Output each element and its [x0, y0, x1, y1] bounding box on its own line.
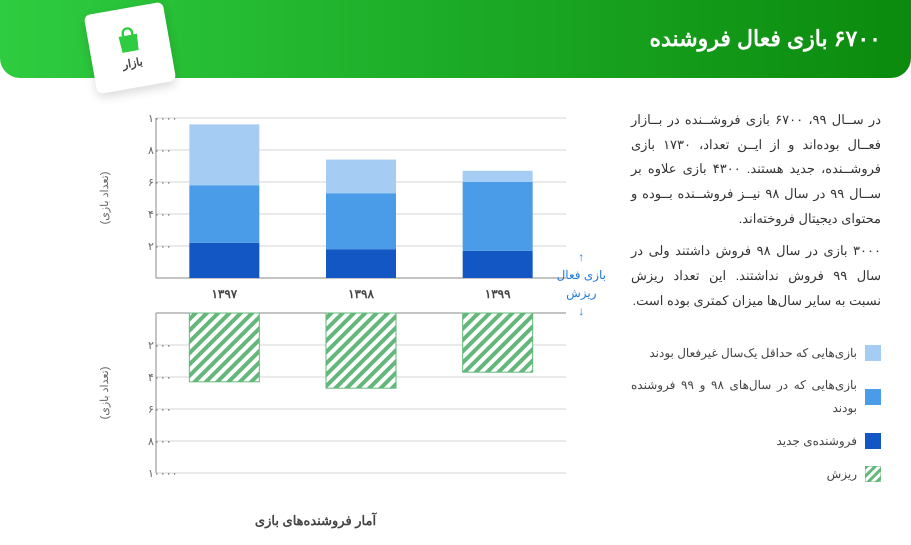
legend-item: بازی‌هایی که در سال‌های ۹۸ و ۹۹ فروشنده …	[631, 374, 881, 420]
svg-text:۴۰۰۰: ۴۰۰۰	[148, 372, 172, 384]
legend-label: ریزش	[827, 463, 857, 486]
legend-item: ریزش	[631, 463, 881, 486]
logo-text: بازار	[122, 55, 144, 71]
paragraph-2: ۳۰۰۰ بازی در سال ۹۸ فروش داشتند ولی در س…	[631, 239, 881, 313]
svg-text:۴۰۰۰: ۴۰۰۰	[148, 209, 172, 221]
legend-label: بازی‌هایی که در سال‌های ۹۸ و ۹۹ فروشنده …	[631, 374, 857, 420]
legend-swatch-icon	[865, 433, 881, 449]
content-area: در ســال ۹۹، ۶۷۰۰ بازی فروشــنده در بــا…	[0, 78, 911, 539]
active-label: بازی فعال	[557, 266, 606, 284]
svg-text:۱۳۹۸: ۱۳۹۸	[348, 287, 374, 301]
legend-item: فروشنده‌ی جدید	[631, 430, 881, 453]
legend-label: فروشنده‌ی جدید	[777, 430, 858, 453]
chart-column: ↑ بازی فعال ریزش ↓ ۲۰۰۰۴۰۰۰۶۰۰۰۸۰۰۰۱۰۰۰۰…	[30, 108, 601, 529]
down-arrow: ↓	[557, 302, 606, 320]
svg-text:(تعداد بازی): (تعداد بازی)	[99, 367, 111, 420]
page-header: ۶۷۰۰ بازی فعال فروشنده بازار	[0, 0, 911, 78]
legend-label: بازی‌هایی که حداقل یک‌سال غیرفعال بودند	[649, 342, 857, 365]
paragraph-1: در ســال ۹۹، ۶۷۰۰ بازی فروشــنده در بــا…	[631, 108, 881, 231]
svg-text:۸۰۰۰: ۸۰۰۰	[148, 145, 172, 157]
churn-label: ریزش	[557, 284, 606, 302]
svg-text:۶۰۰۰: ۶۰۰۰	[148, 177, 172, 189]
svg-text:۱۰۰۰۰: ۱۰۰۰۰	[148, 468, 178, 480]
logo-box: بازار	[84, 2, 177, 95]
svg-text:۱۳۹۷: ۱۳۹۷	[211, 287, 237, 301]
chart-title: آمار فروشنده‌های بازی	[30, 513, 601, 529]
chart-legend: بازی‌هایی که حداقل یک‌سال غیرفعال بودند ب…	[631, 342, 881, 486]
page-title: ۶۷۰۰ بازی فعال فروشنده	[649, 26, 881, 52]
svg-text:۲۰۰۰: ۲۰۰۰	[148, 241, 172, 253]
up-arrow: ↑	[557, 248, 606, 266]
legend-swatch-icon	[865, 389, 881, 405]
legend-swatch-icon	[865, 345, 881, 361]
svg-text:۱۳۹۹: ۱۳۹۹	[485, 287, 511, 301]
axis-direction-labels: ↑ بازی فعال ریزش ↓	[557, 248, 606, 320]
svg-text:۶۰۰۰: ۶۰۰۰	[148, 404, 172, 416]
stacked-bar-chart: ۲۰۰۰ ۴۰۰۰ ۶۰۰۰ ۸۰۰۰ ۱۰۰۰۰ ۲۰۰۰ ۴۰۰۰ ۶۰۰۰ ۸۰۰۰ ۱۰۰…	[81, 108, 601, 503]
svg-text:۸۰۰۰: ۸۰۰۰	[148, 436, 172, 448]
legend-swatch-icon	[865, 466, 881, 482]
shopping-bag-icon	[112, 24, 144, 56]
svg-text:۲۰۰۰: ۲۰۰۰	[148, 340, 172, 352]
svg-text:(تعداد بازی): (تعداد بازی)	[99, 172, 111, 225]
legend-item: بازی‌هایی که حداقل یک‌سال غیرفعال بودند	[631, 342, 881, 365]
svg-text:۱۰۰۰۰: ۱۰۰۰۰	[148, 113, 178, 125]
description-column: در ســال ۹۹، ۶۷۰۰ بازی فروشــنده در بــا…	[631, 108, 881, 529]
